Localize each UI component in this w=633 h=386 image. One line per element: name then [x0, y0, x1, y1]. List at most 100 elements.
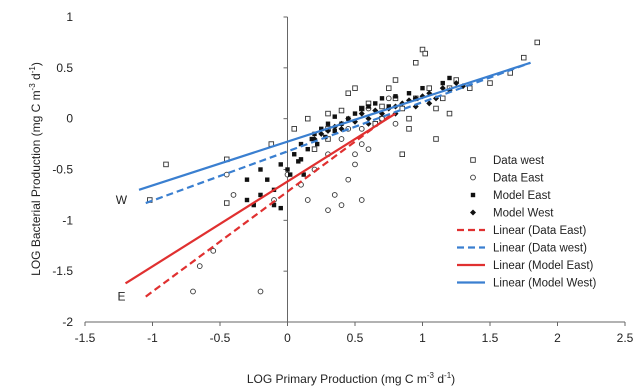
data-point: [315, 141, 320, 147]
data-point: [338, 202, 345, 208]
data-point: [426, 100, 433, 107]
data-point: [433, 136, 439, 142]
data-point: [223, 200, 230, 206]
x-tick-label: 2.5: [617, 331, 633, 345]
legend-item: Linear (Data East): [457, 225, 586, 237]
data-point: [352, 85, 358, 91]
data-point: [196, 263, 203, 269]
data-point: [301, 172, 306, 177]
data-point: [393, 94, 398, 99]
data-point: [392, 77, 399, 83]
data-point: [379, 103, 385, 110]
data-point: [399, 151, 406, 157]
data-point: [271, 202, 277, 208]
x-tick-label: 0.5: [347, 331, 364, 345]
data-point: [521, 54, 527, 61]
data-point: [386, 85, 392, 91]
data-point: [251, 202, 256, 208]
tick-labels: -1.5 -1 -0.5 0 0.5 1 1.5 2 2.5-2-1.5-1-0.500.51: [52, 10, 633, 345]
data-point: [338, 107, 345, 114]
data-point: [487, 80, 493, 86]
legend-marker: [470, 192, 476, 198]
data-point: [244, 197, 250, 203]
data-point: [406, 126, 412, 132]
x-axis-title: LOG Primary Production (mg C m-3 d-1): [247, 371, 455, 386]
legend-label: Data west: [493, 155, 545, 167]
data-point: [358, 197, 365, 203]
data-point: [305, 115, 311, 122]
y-tick-label: -1: [62, 213, 73, 227]
annotation-label: E: [117, 290, 125, 304]
data-point: [332, 128, 337, 134]
trendline-linear-model-east-: [124, 112, 397, 285]
legend-item: Data East: [470, 173, 544, 185]
data-point: [258, 167, 263, 172]
data-point: [365, 115, 372, 122]
data-point: [365, 146, 372, 153]
data-point: [325, 110, 331, 117]
data-point: [296, 159, 301, 164]
data-point: [288, 172, 293, 177]
data-point: [399, 105, 406, 112]
legend-marker: [470, 174, 476, 181]
data-point: [413, 60, 419, 66]
data-point: [332, 114, 337, 119]
data-point: [352, 151, 358, 158]
legend-item: Data west: [470, 155, 545, 167]
data-point: [244, 177, 250, 182]
data-point: [278, 205, 283, 211]
data-point: [278, 162, 283, 167]
y-tick-label: 0.5: [56, 61, 73, 75]
data-point: [440, 95, 446, 102]
data-point: [331, 192, 338, 198]
data-point: [392, 120, 399, 127]
data-point: [358, 141, 365, 147]
legend-label: Linear (Data west): [493, 243, 587, 255]
legend: Data west Data East Model East Model West Li…: [457, 155, 596, 290]
data-point: [345, 90, 352, 96]
data-point: [359, 106, 364, 111]
data-point: [265, 177, 270, 182]
annotations: WE: [116, 193, 128, 304]
annotation-label: W: [116, 193, 128, 207]
data-point: [447, 75, 452, 81]
legend-label: Data East: [493, 173, 544, 185]
y-tick-label: -2: [62, 315, 73, 329]
legend-label: Linear (Data East): [493, 225, 586, 237]
legend-item: Model West: [470, 208, 554, 220]
data-point: [257, 288, 264, 295]
data-series: [124, 39, 541, 298]
x-tick-label: 1.5: [482, 331, 499, 345]
legend-label: Model West: [493, 208, 554, 220]
data-point: [352, 161, 358, 168]
data-point: [534, 39, 541, 46]
data-point: [446, 110, 453, 117]
data-point: [352, 111, 358, 116]
data-point: [291, 126, 298, 132]
data-point: [230, 192, 237, 198]
y-tick-label: 1: [66, 10, 73, 24]
x-tick-label: -1: [147, 331, 158, 345]
data-point: [422, 50, 428, 57]
legend-item: Linear (Data west): [457, 243, 587, 255]
data-point: [420, 85, 425, 91]
data-point: [210, 247, 217, 254]
x-tick-label: -0.5: [210, 331, 231, 345]
data-point: [285, 167, 290, 172]
data-point: [453, 80, 460, 87]
data-point: [298, 141, 304, 147]
data-point: [426, 85, 433, 91]
data-point: [325, 121, 331, 126]
data-point: [298, 157, 304, 162]
y-tick-label: -1.5: [52, 264, 73, 278]
data-point: [325, 207, 331, 214]
trendline-linear-model-west-: [138, 61, 531, 191]
data-point: [406, 91, 412, 96]
data-point: [406, 115, 412, 122]
data-point: [358, 110, 365, 117]
data-point: [433, 105, 439, 112]
legend-item: Model East: [470, 190, 551, 202]
data-point: [318, 130, 325, 137]
trendline-linear-data-east-: [145, 112, 394, 298]
